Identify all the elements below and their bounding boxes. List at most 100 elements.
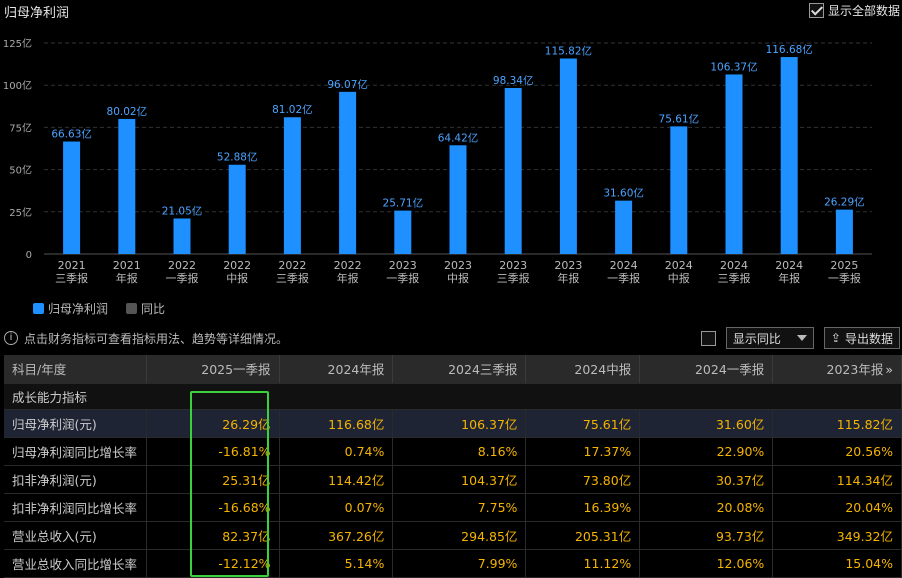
x-tick-period: 三季报 [497, 271, 530, 285]
table-cell: 0.07% [279, 493, 394, 522]
x-tick-year: 2023 [499, 259, 527, 272]
table-cell: -16.81% [146, 437, 280, 466]
table-row[interactable]: 归母净利润同比增长率 -16.81% 0.74% 8.16% 17.37% 22.90% 2… [4, 437, 902, 466]
table-cell: -16.68% [146, 493, 280, 522]
table-cell: 0.74% [279, 437, 394, 466]
row-label[interactable]: 营业总收入(元) [4, 521, 147, 550]
chart-legend: 归母净利润 同比 [33, 300, 183, 317]
x-tick-period: 一季报 [166, 271, 199, 285]
chart-title: 归母净利润 [4, 6, 70, 21]
legend-item-net-profit[interactable]: 归母净利润 [33, 300, 108, 317]
x-tick-year: 2021 [58, 259, 86, 272]
table-cell: 12.06% [639, 549, 774, 578]
x-tick-period: 年报 [337, 271, 359, 285]
export-button[interactable]: ⇪ 导出数据 [823, 327, 900, 349]
table-cell: 115.82亿 [772, 409, 902, 438]
chart-bar [394, 210, 412, 254]
financial-table: 科目/年度 2025一季报 2024年报 2024三季报 2024中报 2024… [4, 355, 902, 578]
column-header[interactable]: 2024三季报 [392, 355, 527, 384]
x-tick-year: 2022 [334, 259, 362, 272]
export-icon: ⇪ [830, 331, 841, 345]
table-cell: 26.29亿 [146, 409, 280, 438]
table-cell: 205.31亿 [525, 521, 641, 550]
chart-bar [449, 145, 467, 254]
x-tick-period: 中报 [226, 271, 248, 285]
show-all-label: 显示全部数据 [827, 4, 900, 18]
table-row[interactable]: 扣非净利润(元) 25.31亿 114.42亿 104.37亿 73.80亿 30.37亿… [4, 465, 902, 494]
y-tick-label: 125亿 [3, 37, 32, 50]
row-label[interactable]: 归母净利润(元) [4, 409, 147, 438]
column-header-last[interactable]: 2023年报» [772, 355, 902, 384]
table-row[interactable]: 扣非净利润同比增长率 -16.68% 0.07% 7.75% 16.39% 20.08% 2… [4, 493, 902, 522]
display-mode-select[interactable]: 显示同比 [725, 327, 814, 349]
x-tick-year: 2022 [168, 259, 196, 272]
chart-bar [725, 74, 743, 254]
x-tick-year: 2022 [278, 259, 306, 272]
table-cell: 5.14% [279, 549, 394, 578]
column-header[interactable]: 2025一季报 [146, 355, 280, 384]
bar-value-label: 66.63亿 [51, 128, 92, 141]
bar-value-label: 116.68亿 [766, 43, 813, 56]
table-cell: 7.75% [392, 493, 527, 522]
show-all-checkbox[interactable] [808, 3, 824, 18]
column-header[interactable]: 2024中报 [525, 355, 641, 384]
more-columns-icon[interactable]: » [885, 362, 893, 378]
bar-value-label: 31.60亿 [603, 187, 644, 200]
x-tick-period: 年报 [778, 271, 800, 285]
table-cell: 349.32亿 [772, 521, 902, 550]
table-cell: 114.34亿 [772, 465, 902, 494]
legend-label-net-profit: 归母净利润 [48, 302, 109, 316]
table-cell: 17.37% [525, 437, 641, 466]
y-tick-label: 0 [26, 250, 32, 261]
x-tick-period: 中报 [668, 271, 690, 285]
x-tick-year: 2022 [223, 259, 251, 272]
column-header[interactable]: 2024一季报 [639, 355, 774, 384]
legend-item-yoy[interactable]: 同比 [126, 300, 165, 317]
x-tick-period: 一季报 [607, 271, 640, 285]
info-icon: i [4, 331, 18, 345]
row-label[interactable]: 营业总收入同比增长率 [4, 549, 147, 578]
table-cell: 7.99% [392, 549, 527, 578]
x-tick-period: 年报 [116, 271, 138, 285]
x-tick-period: 年报 [557, 271, 579, 285]
bar-value-label: 96.07亿 [327, 78, 368, 91]
chart-bar [283, 117, 301, 254]
x-tick-period: 三季报 [718, 271, 751, 285]
show-all-toggle[interactable]: 显示全部数据 [808, 2, 900, 19]
table-cell: 294.85亿 [392, 521, 527, 550]
chart-bar [670, 126, 688, 254]
show-yoy-checkbox[interactable] [700, 330, 716, 346]
x-tick-year: 2023 [389, 259, 417, 272]
table-cell: 31.60亿 [639, 409, 774, 438]
bar-value-label: 21.05亿 [162, 204, 203, 217]
x-tick-year: 2024 [775, 259, 803, 272]
chart-bar [780, 57, 798, 254]
info-text: 点击财务指标可查看指标用法、趋势等详细情况。 [24, 331, 289, 346]
info-row: i 点击财务指标可查看指标用法、趋势等详细情况。 显示同比 ⇪ 导出数据 [4, 326, 900, 350]
table-cell: 16.39% [525, 493, 641, 522]
table-cell: 15.04% [772, 549, 902, 578]
column-header[interactable]: 2024年报 [279, 355, 394, 384]
table-cell: 104.37亿 [392, 465, 527, 494]
chart-bar [118, 118, 136, 254]
table-row[interactable]: 营业总收入(元) 82.37亿 367.26亿 294.85亿 205.31亿 93.73… [4, 521, 902, 550]
row-label[interactable]: 扣非净利润同比增长率 [4, 493, 147, 522]
table-row[interactable]: 营业总收入同比增长率 -12.12% 5.14% 7.99% 11.12% 12.06% 1… [4, 549, 902, 578]
y-tick-label: 25亿 [9, 206, 32, 219]
x-tick-year: 2021 [113, 259, 141, 272]
table-header-row: 科目/年度 2025一季报 2024年报 2024三季报 2024中报 2024… [4, 355, 902, 384]
section-row: 成长能力指标 [4, 383, 902, 410]
x-tick-year: 2023 [554, 259, 582, 272]
chart-bar [339, 91, 357, 255]
table-row[interactable]: 归母净利润(元) 26.29亿 116.68亿 106.37亿 75.61亿 31.60亿… [4, 409, 902, 438]
table-cell: 73.80亿 [525, 465, 641, 494]
table-corner-header: 科目/年度 [4, 355, 147, 384]
bar-value-label: 52.88亿 [217, 151, 258, 164]
chart-bar [228, 164, 246, 254]
table-cell: -12.12% [146, 549, 280, 578]
row-label[interactable]: 归母净利润同比增长率 [4, 437, 147, 466]
chart-bar [63, 141, 81, 254]
row-label[interactable]: 扣非净利润(元) [4, 465, 147, 494]
legend-label-yoy: 同比 [141, 302, 166, 316]
bar-value-label: 80.02亿 [107, 105, 148, 118]
